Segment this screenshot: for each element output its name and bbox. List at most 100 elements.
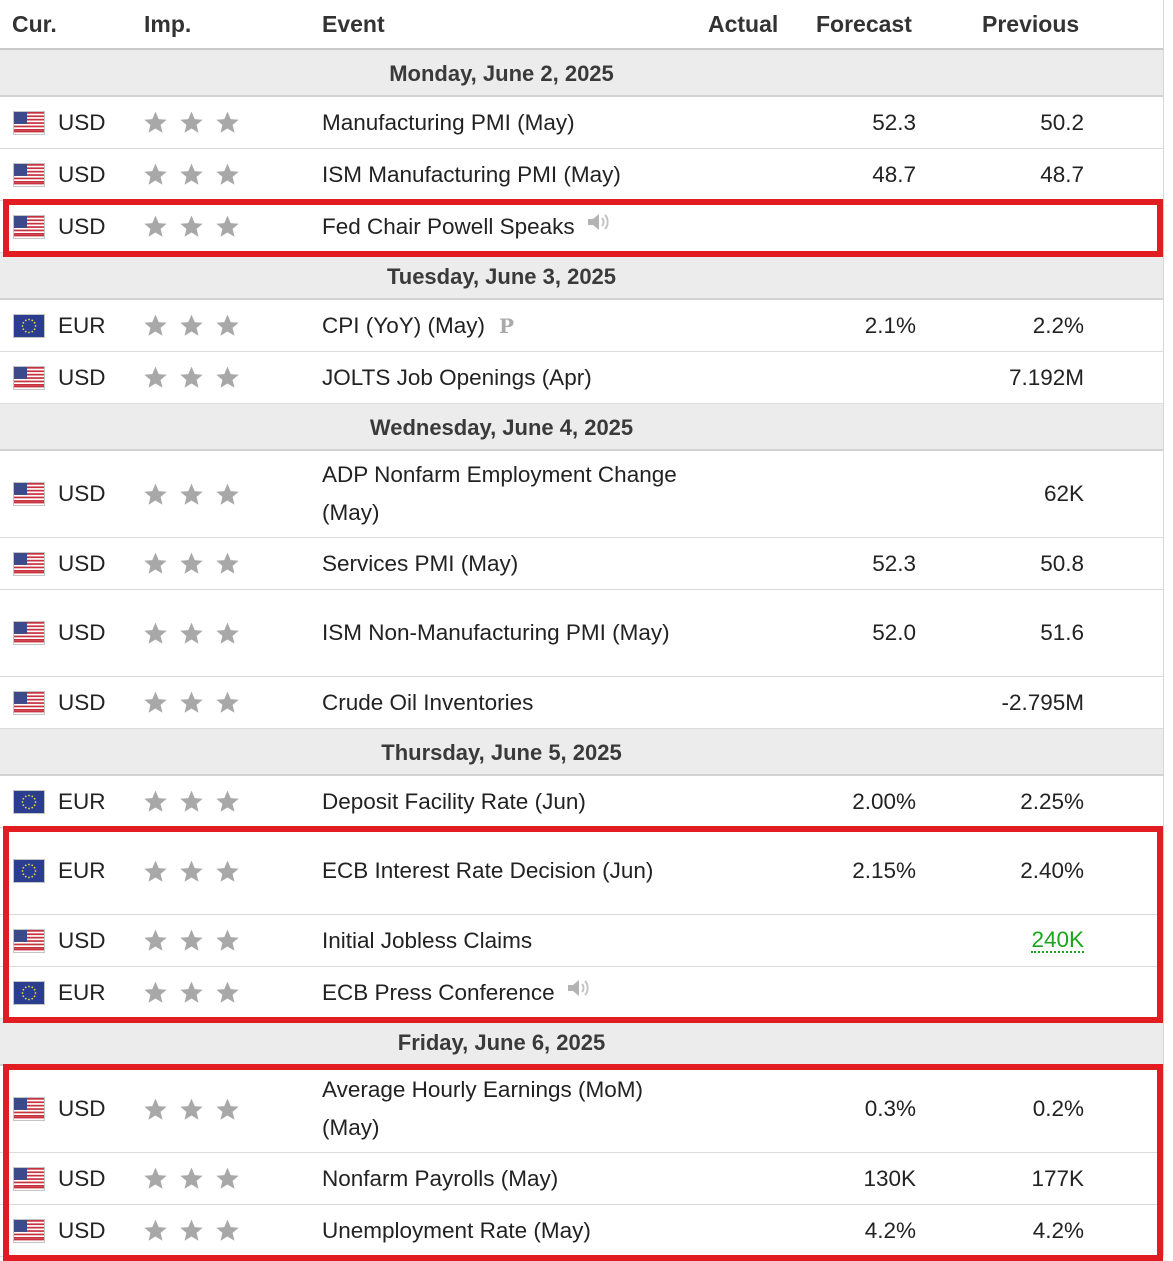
event-name[interactable]: Initial Jobless Claims <box>322 927 533 953</box>
column-header-currency[interactable]: Cur. <box>12 11 57 37</box>
forecast-value: 130K <box>863 1165 916 1191</box>
event-row[interactable]: USD Manufacturing PMI (May) 52.3 50.2 <box>0 97 1163 149</box>
event-name-cell[interactable]: Average Hourly Earnings (MoM) (May) <box>322 1066 692 1152</box>
event-row[interactable]: USD ISM Non-Manufacturing PMI (May) 52.0 51… <box>0 590 1163 677</box>
forecast-value <box>760 677 916 728</box>
event-name-cell[interactable]: Nonfarm Payrolls (May) <box>322 1153 692 1204</box>
us-flag-icon <box>14 538 46 589</box>
previous-value: 0.2% <box>1032 1096 1084 1121</box>
column-header-previous[interactable]: Previous <box>982 11 1080 37</box>
event-row[interactable]: USD Initial Jobless Claims 240K <box>0 915 1163 967</box>
previous-value: 50.2 <box>1040 109 1084 135</box>
speaker-icon[interactable] <box>575 208 611 246</box>
event-name[interactable]: ISM Non-Manufacturing PMI (May) <box>322 620 670 645</box>
event-name-cell[interactable]: Services PMI (May) <box>322 538 692 589</box>
previous-value: -2.795M <box>1001 689 1084 715</box>
event-row[interactable]: USD Fed Chair Powell Speaks <box>0 201 1163 253</box>
event-name[interactable]: Services PMI (May) <box>322 550 519 576</box>
event-name-cell[interactable]: CPI (YoY) (May) P <box>322 300 692 351</box>
event-name[interactable]: Fed Chair Powell Speaks <box>322 213 575 239</box>
event-row[interactable]: EUR Deposit Facility Rate (Jun) 2.00% 2.25% <box>0 776 1163 828</box>
event-name[interactable]: ECB Interest Rate Decision (Jun) <box>322 858 654 883</box>
importance-star-icon <box>179 551 204 576</box>
event-name-cell[interactable]: Unemployment Rate (May) <box>322 1205 692 1256</box>
event-name[interactable]: Deposit Facility Rate (Jun) <box>322 788 586 814</box>
event-row[interactable]: USD ADP Nonfarm Employment Change (May) 62… <box>0 451 1163 538</box>
event-name-cell[interactable]: Fed Chair Powell Speaks <box>322 201 692 252</box>
event-name[interactable]: Average Hourly Earnings (MoM) (May) <box>322 1077 643 1140</box>
event-name-cell[interactable]: Crude Oil Inventories <box>322 677 692 728</box>
event-row[interactable]: EUR ECB Press Conference <box>0 967 1163 1019</box>
event-name[interactable]: Nonfarm Payrolls (May) <box>322 1165 559 1191</box>
event-row[interactable]: USD JOLTS Job Openings (Apr) 7.192M <box>0 352 1163 404</box>
event-row[interactable]: USD Crude Oil Inventories -2.795M <box>0 677 1163 729</box>
importance-star-icon <box>179 621 204 646</box>
event-name[interactable]: ECB Press Conference <box>322 979 555 1005</box>
previous-value-cell: 177K <box>920 1153 1084 1204</box>
previous-value: 50.8 <box>1040 550 1084 576</box>
event-name-cell[interactable]: ISM Manufacturing PMI (May) <box>322 149 692 200</box>
previous-value-cell: 2.2% <box>920 300 1084 351</box>
event-name-cell[interactable]: Deposit Facility Rate (Jun) <box>322 776 692 827</box>
currency-code: USD <box>58 481 106 506</box>
event-name-cell[interactable]: ISM Non-Manufacturing PMI (May) <box>322 590 692 676</box>
event-row[interactable]: USD Average Hourly Earnings (MoM) (May) 0.… <box>0 1066 1163 1153</box>
event-name[interactable]: ADP Nonfarm Employment Change (May) <box>322 462 677 525</box>
importance-star-icon <box>143 621 168 646</box>
speaker-icon[interactable] <box>555 974 591 1012</box>
event-row[interactable]: USD Services PMI (May) 52.3 50.8 <box>0 538 1163 590</box>
column-header-importance[interactable]: Imp. <box>144 11 192 37</box>
event-name[interactable]: Unemployment Rate (May) <box>322 1217 591 1243</box>
importance-star-icon <box>143 1097 168 1122</box>
day-header: Thursday, June 5, 2025 <box>0 729 1163 776</box>
importance-rating <box>143 1205 240 1256</box>
forecast-value: 2.15% <box>852 858 916 883</box>
preliminary-badge: P <box>498 313 514 338</box>
event-row[interactable]: EUR ECB Interest Rate Decision (Jun) 2.15%… <box>0 828 1163 915</box>
event-name[interactable]: ISM Manufacturing PMI (May) <box>322 161 621 187</box>
event-name-cell[interactable]: ADP Nonfarm Employment Change (May) <box>322 451 692 537</box>
event-name[interactable]: Crude Oil Inventories <box>322 689 534 715</box>
us-flag-icon <box>14 451 46 537</box>
previous-value-cell: 7.192M <box>920 352 1084 403</box>
previous-value: 2.25% <box>1020 788 1084 814</box>
previous-value-cell: 2.25% <box>920 776 1084 827</box>
column-header-event[interactable]: Event <box>322 11 385 37</box>
currency-code: USD <box>58 927 106 953</box>
importance-star-icon <box>215 110 240 135</box>
importance-rating <box>143 1153 240 1204</box>
event-row[interactable]: EUR CPI (YoY) (May) P 2.1% 2.2% <box>0 300 1163 352</box>
event-name[interactable]: CPI (YoY) (May) <box>322 312 485 338</box>
importance-star-icon <box>143 928 168 953</box>
event-row[interactable]: USD Nonfarm Payrolls (May) 130K 177K <box>0 1153 1163 1205</box>
event-name[interactable]: JOLTS Job Openings (Apr) <box>322 364 592 390</box>
importance-star-icon <box>143 859 168 884</box>
importance-star-icon <box>215 482 240 507</box>
importance-star-icon <box>215 365 240 390</box>
importance-star-icon <box>143 313 168 338</box>
currency-code: USD <box>58 109 106 135</box>
importance-rating <box>143 776 240 827</box>
event-row[interactable]: USD Unemployment Rate (May) 4.2% 4.2% <box>0 1205 1163 1257</box>
previous-value-cell: 51.6 <box>920 590 1084 676</box>
event-name-cell[interactable]: Initial Jobless Claims <box>322 915 692 966</box>
event-name-cell[interactable]: ECB Interest Rate Decision (Jun) <box>322 828 692 914</box>
event-name[interactable]: Manufacturing PMI (May) <box>322 109 575 135</box>
event-row[interactable]: USD ISM Manufacturing PMI (May) 48.7 48.7 <box>0 149 1163 201</box>
event-name-cell[interactable]: JOLTS Job Openings (Apr) <box>322 352 692 403</box>
previous-value[interactable]: 240K <box>1031 926 1084 953</box>
column-header-actual[interactable]: Actual <box>708 11 779 37</box>
event-name-cell[interactable]: Manufacturing PMI (May) <box>322 97 692 148</box>
previous-value: 177K <box>1031 1165 1084 1191</box>
eu-flag-icon <box>14 967 46 1018</box>
previous-value: 4.2% <box>1032 1217 1084 1243</box>
importance-star-icon <box>215 214 240 239</box>
column-header-forecast[interactable]: Forecast <box>816 11 912 37</box>
previous-value-cell <box>920 201 1084 252</box>
importance-star-icon <box>179 482 204 507</box>
event-name-cell[interactable]: ECB Press Conference <box>322 967 692 1018</box>
currency-code: EUR <box>58 788 106 814</box>
importance-star-icon <box>215 859 240 884</box>
importance-star-icon <box>143 162 168 187</box>
importance-star-icon <box>179 313 204 338</box>
